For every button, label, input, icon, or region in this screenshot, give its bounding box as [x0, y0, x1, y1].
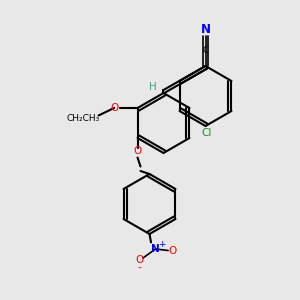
Text: Cl: Cl	[202, 128, 212, 139]
Text: O: O	[135, 255, 143, 266]
Text: -: -	[137, 262, 141, 272]
Text: H: H	[149, 82, 157, 92]
Text: O: O	[168, 245, 176, 256]
Text: O: O	[134, 146, 142, 157]
Text: N: N	[151, 244, 160, 254]
Text: C: C	[202, 46, 208, 56]
Text: +: +	[158, 240, 166, 249]
Text: O: O	[110, 103, 118, 113]
Text: N: N	[200, 23, 211, 36]
Text: CH₂CH₃: CH₂CH₃	[67, 114, 100, 123]
